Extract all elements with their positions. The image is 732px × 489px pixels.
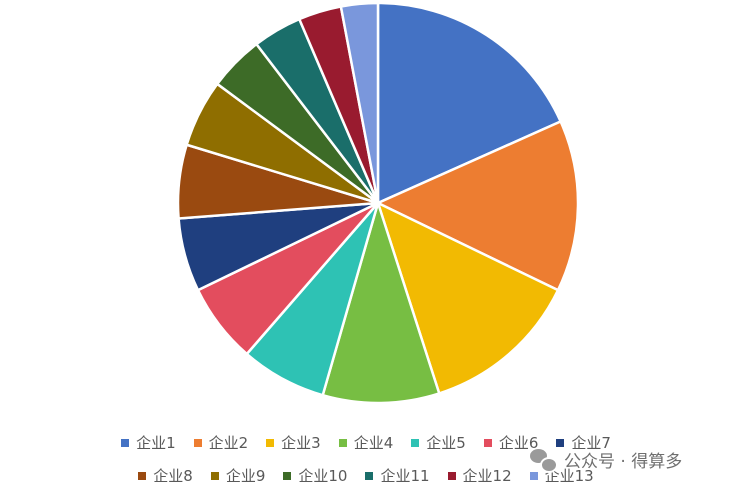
legend-label: 企业3 bbox=[281, 434, 321, 452]
legend-swatch bbox=[283, 471, 292, 480]
legend-item: 企业3 bbox=[266, 432, 321, 453]
legend-swatch bbox=[338, 438, 347, 447]
wechat-icon bbox=[530, 448, 558, 473]
legend-item: 企业8 bbox=[138, 465, 193, 486]
legend-item: 企业1 bbox=[121, 432, 176, 453]
legend-swatch bbox=[483, 438, 492, 447]
pie-slice-1 bbox=[376, 1, 562, 205]
legend-item: 企业11 bbox=[365, 465, 430, 486]
legend-item: 企业5 bbox=[411, 432, 466, 453]
legend-row-1: 企业1 企业2 企业3 企业4 企业5 企业6 企业7 bbox=[0, 432, 732, 453]
legend-swatch bbox=[266, 438, 275, 447]
legend-label: 企业1 bbox=[136, 434, 176, 452]
legend-swatch bbox=[210, 471, 219, 480]
legend-item: 企业9 bbox=[210, 465, 266, 486]
legend-item: 企业13 bbox=[529, 465, 594, 486]
legend-swatch bbox=[447, 471, 456, 480]
pie-chart bbox=[176, 1, 580, 405]
legend-label: 企业12 bbox=[462, 467, 512, 485]
pie-slice-4 bbox=[321, 201, 441, 405]
legend-label: 企业8 bbox=[153, 467, 193, 485]
legend-label: 企业11 bbox=[380, 467, 430, 485]
legend-item: 企业6 bbox=[483, 432, 539, 453]
legend-swatch bbox=[556, 438, 565, 447]
legend-label: 企业2 bbox=[208, 434, 249, 452]
legend-swatch bbox=[121, 438, 130, 447]
legend-swatch bbox=[193, 438, 202, 447]
legend-label: 企业6 bbox=[498, 434, 539, 452]
legend-swatch bbox=[411, 438, 420, 447]
legend-swatch bbox=[529, 471, 538, 480]
pie-slice-13 bbox=[339, 1, 380, 205]
pie-slice-2 bbox=[376, 120, 580, 292]
legend-label: 企业13 bbox=[544, 467, 594, 485]
legend-item: 企业12 bbox=[447, 465, 512, 486]
pie-slice-3 bbox=[376, 201, 560, 395]
legend-label: 企业9 bbox=[225, 467, 266, 485]
legend-row-2: 企业8 企业9 企业10 企业11 企业12 企业13 bbox=[0, 465, 732, 486]
legend-item: 企业4 bbox=[338, 432, 394, 453]
legend-item: 企业7 bbox=[556, 432, 611, 453]
legend-label: 企业5 bbox=[426, 434, 466, 452]
legend-swatch bbox=[138, 471, 147, 480]
watermark: 公众号 · 得算多 bbox=[530, 447, 683, 473]
watermark-text: 公众号 · 得算多 bbox=[564, 452, 683, 472]
legend-label: 企业4 bbox=[353, 434, 394, 452]
legend-label: 企业10 bbox=[298, 467, 348, 485]
legend-label: 企业7 bbox=[571, 434, 611, 452]
legend-swatch bbox=[365, 471, 374, 480]
legend-item: 企业2 bbox=[193, 432, 249, 453]
legend-item: 企业10 bbox=[283, 465, 347, 486]
